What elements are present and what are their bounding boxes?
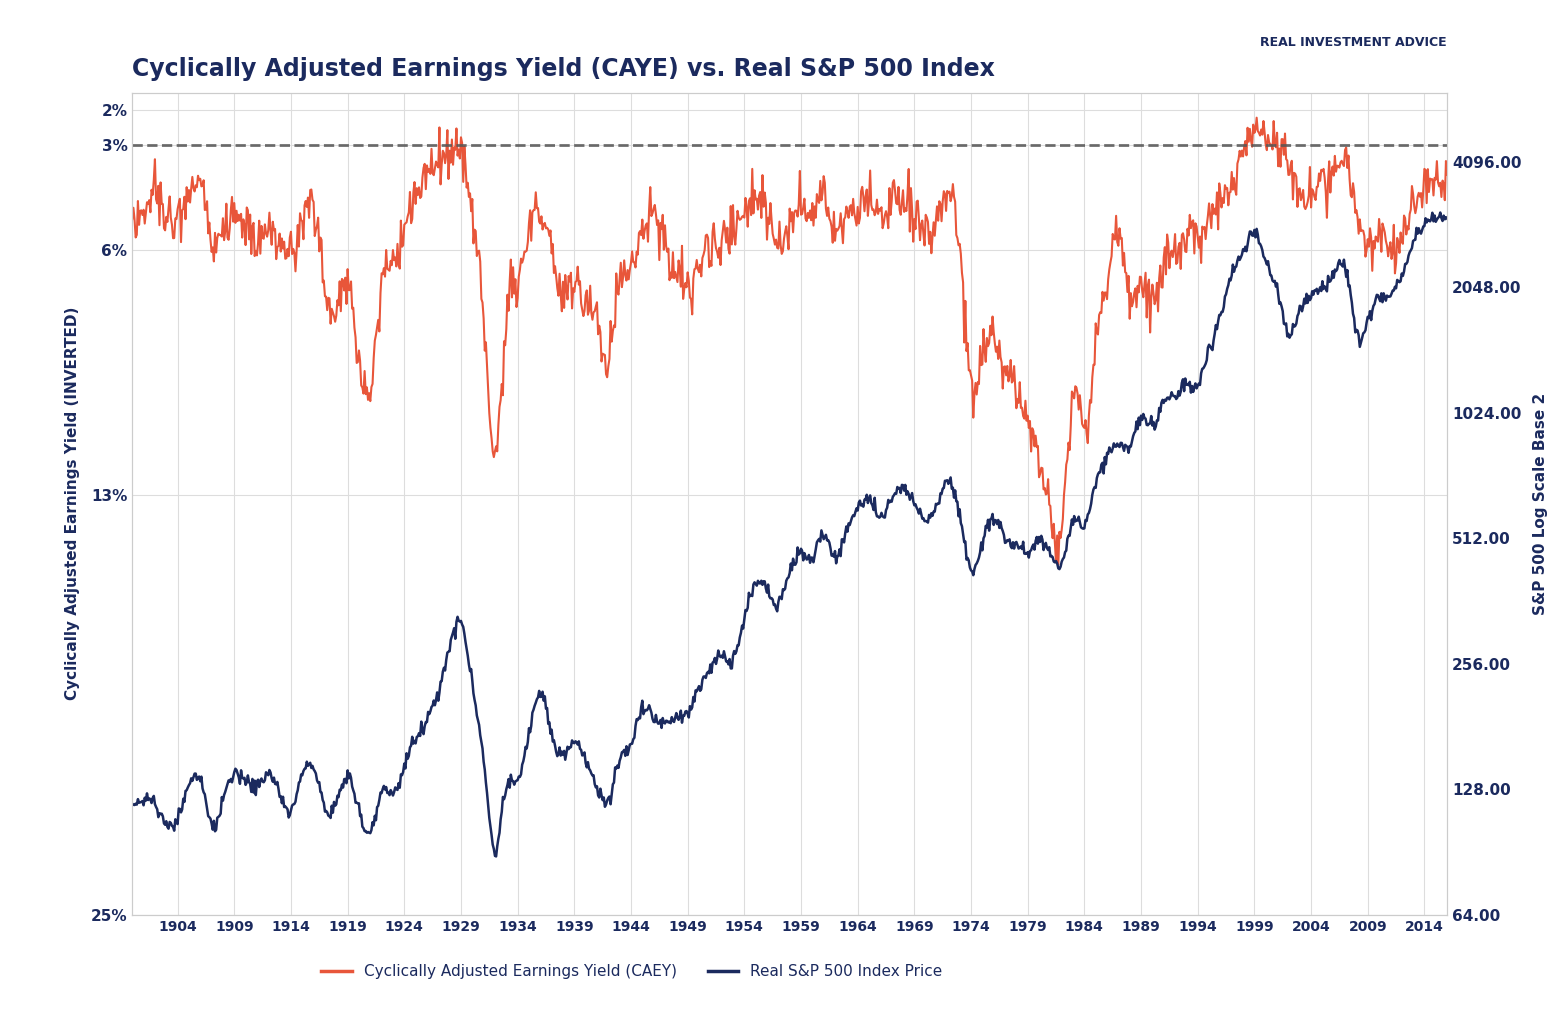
Y-axis label: S&P 500 Log Scale Base 2: S&P 500 Log Scale Base 2 (1533, 393, 1548, 615)
Text: Cyclically Adjusted Earnings Yield (CAYE) vs. Real S&P 500 Index: Cyclically Adjusted Earnings Yield (CAYE… (132, 57, 996, 81)
Legend: Cyclically Adjusted Earnings Yield (CAEY), Real S&P 500 Index Price: Cyclically Adjusted Earnings Yield (CAEY… (316, 958, 949, 986)
Text: REAL INVESTMENT ADVICE: REAL INVESTMENT ADVICE (1260, 36, 1447, 49)
Y-axis label: Cyclically Adjusted Earnings Yield (INVERTED): Cyclically Adjusted Earnings Yield (INVE… (65, 307, 79, 700)
